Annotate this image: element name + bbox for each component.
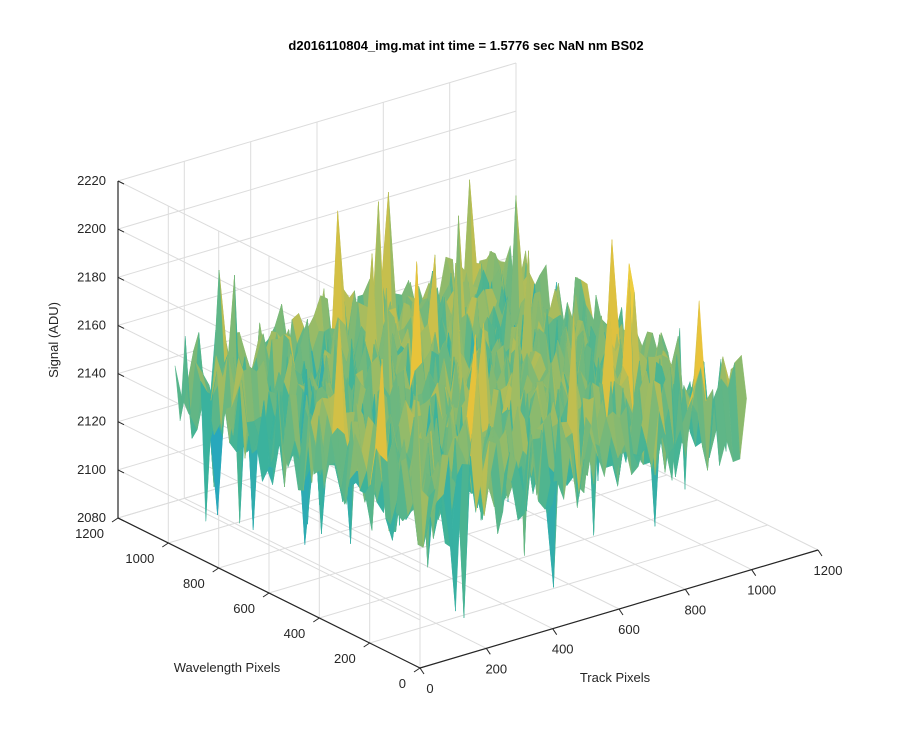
grid-line — [117, 158, 517, 278]
grid-line — [117, 206, 517, 326]
x-tick-mark — [817, 549, 823, 557]
y-tick-mark — [111, 517, 119, 523]
z-tick-mark — [117, 421, 125, 426]
grid-line — [117, 469, 421, 621]
x-tick-mark — [419, 667, 425, 675]
y-tick-mark — [212, 567, 219, 573]
z-tick-mark — [117, 517, 125, 522]
x-tick-label: 1000 — [747, 583, 776, 598]
z-tick-label: 2200 — [77, 221, 106, 236]
z-tick-label: 2080 — [77, 510, 106, 525]
y-tick-mark — [413, 667, 421, 673]
z-tick-label: 2100 — [77, 462, 106, 477]
grid-line — [117, 421, 421, 573]
x-tick-mark — [552, 628, 558, 635]
z-tick-label: 2180 — [77, 269, 106, 284]
y-tick-label: 800 — [183, 576, 205, 591]
y-tick-label: 200 — [334, 651, 356, 666]
x-tick-label: 1200 — [814, 563, 843, 578]
grid-line — [117, 62, 517, 182]
z-tick-label: 2120 — [77, 414, 106, 429]
z-tick-mark — [117, 228, 125, 233]
z-tick-label: 2140 — [77, 366, 106, 381]
x-tick-label: 0 — [426, 681, 433, 696]
z-tick-mark — [117, 324, 125, 329]
x-axis-label: Track Pixels — [580, 670, 651, 685]
grid-line — [319, 499, 718, 619]
z-tick-mark — [117, 373, 125, 378]
x-tick-mark — [751, 569, 757, 576]
chart-title: d2016110804_img.mat int time = 1.5776 se… — [288, 38, 643, 53]
z-tick-label: 2220 — [77, 173, 106, 188]
y-axis-label: Wavelength Pixels — [174, 660, 281, 675]
y-tick-label: 1200 — [75, 526, 104, 541]
y-tick-label: 400 — [284, 626, 306, 641]
x-tick-label: 200 — [485, 661, 507, 676]
surface-layer — [174, 179, 747, 618]
y-tick-mark — [162, 542, 169, 548]
y-tick-mark — [313, 617, 320, 623]
y-tick-label: 1000 — [125, 551, 154, 566]
tick-labels: 0 200 400 600 800 1000 1200 0 200 400 600 800 1000 12… — [75, 173, 842, 696]
y-tick-label: 600 — [233, 601, 255, 616]
z-tick-label: 2160 — [77, 317, 106, 332]
grid-line — [117, 110, 517, 230]
z-tick-mark — [117, 276, 125, 281]
z-axis-label: Signal (ADU) — [46, 302, 61, 378]
z-tick-mark — [117, 180, 125, 185]
x-tick-mark — [684, 589, 690, 596]
x-tick-label: 400 — [552, 642, 574, 657]
x-tick-mark — [618, 608, 624, 616]
z-tick-mark — [117, 469, 125, 474]
y-tick-label: 0 — [399, 676, 406, 691]
grid-line — [369, 524, 768, 644]
y-tick-mark — [262, 592, 270, 598]
surface-patch — [416, 384, 429, 548]
y-tick-mark — [363, 642, 370, 648]
grid-line — [268, 474, 668, 594]
x-tick-mark — [485, 648, 491, 655]
x-tick-label: 600 — [618, 622, 640, 637]
axes-layer — [111, 180, 823, 675]
x-tick-label: 800 — [684, 602, 706, 617]
